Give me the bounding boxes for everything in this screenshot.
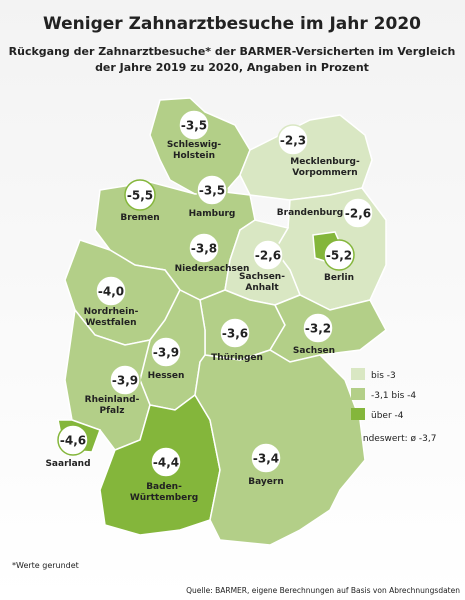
value-label: -5,5 xyxy=(127,189,153,203)
value-badge xyxy=(109,364,141,396)
state-label: Bayern xyxy=(248,477,283,487)
state-region xyxy=(149,97,251,195)
state-label-line: Württemberg xyxy=(130,493,198,503)
value-label: -3,9 xyxy=(153,346,179,360)
value-label: -5,2 xyxy=(326,249,352,263)
value-label: -2,6 xyxy=(345,207,371,221)
state-label: Baden-Württemberg xyxy=(130,482,198,503)
value-label: -3,2 xyxy=(305,322,331,336)
state-label-line: Holstein xyxy=(173,151,215,161)
footnote: *Werte gerundet xyxy=(12,561,79,570)
value-badge xyxy=(323,239,355,271)
state-label: Bremen xyxy=(120,213,159,223)
state-label-line: Thüringen xyxy=(211,353,263,363)
state-label: Niedersachsen xyxy=(175,264,250,274)
state-label: Mecklenburg-Vorpommern xyxy=(290,157,360,178)
value-label: -3,5 xyxy=(199,184,225,198)
state-label-line: Berlin xyxy=(324,273,354,283)
value-badge xyxy=(196,174,228,206)
state-label-line: Rheinland- xyxy=(85,395,140,405)
title: Weniger Zahnarztbesuche im Jahr 2020 xyxy=(43,14,421,34)
national-value: Bundeswert: ø -3,7 xyxy=(351,434,436,444)
value-label: -4,6 xyxy=(60,434,86,448)
state-label: Thüringen xyxy=(211,353,263,363)
value-badge xyxy=(277,124,309,156)
subtitle: der Jahre 2019 zu 2020, Angaben in Proze… xyxy=(95,61,369,74)
state-label-line: Nordrhein- xyxy=(84,307,139,317)
value-badge xyxy=(342,197,374,229)
state-label: Sachsen-Anhalt xyxy=(239,272,285,293)
value-label: -4,0 xyxy=(98,285,124,299)
state-label-line: Sachsen xyxy=(293,346,335,356)
value-badge xyxy=(124,179,156,211)
value-label: -3,4 xyxy=(253,452,279,466)
value-badge xyxy=(250,442,282,474)
value-badge xyxy=(178,109,210,141)
state-region xyxy=(194,349,366,546)
state-label-line: Anhalt xyxy=(245,283,279,293)
state-label-line: Saarland xyxy=(45,459,90,469)
value-label: -4,4 xyxy=(153,456,179,470)
state-region xyxy=(239,114,373,201)
value-label: -2,6 xyxy=(255,249,281,263)
value-badge xyxy=(219,317,251,349)
state-label-line: Pfalz xyxy=(100,406,125,416)
legend-swatch xyxy=(351,388,365,400)
legend-label: bis -3 xyxy=(371,371,396,381)
value-badge xyxy=(252,239,284,271)
state-label: Saarland xyxy=(45,459,90,469)
state-label: Sachsen xyxy=(293,346,335,356)
state-label: Schleswig-Holstein xyxy=(167,140,222,161)
state-label-line: Hessen xyxy=(148,371,185,381)
state-label: Brandenburg xyxy=(277,208,343,218)
value-badge xyxy=(57,424,89,456)
state-label-line: Schleswig- xyxy=(167,140,222,150)
state-label-line: Mecklenburg- xyxy=(290,157,360,167)
value-badge xyxy=(188,232,220,264)
state-label-line: Bayern xyxy=(248,477,283,487)
state-label: Nordrhein-Westfalen xyxy=(84,307,139,328)
value-badge xyxy=(95,275,127,307)
value-badge xyxy=(150,446,182,478)
source: Quelle: BARMER, eigene Berechnungen auf … xyxy=(186,586,460,595)
value-label: -3,8 xyxy=(191,242,217,256)
state-label-line: Brandenburg xyxy=(277,208,343,218)
state-label-line: Vorpommern xyxy=(292,168,357,178)
state-label: Berlin xyxy=(324,273,354,283)
state-label-line: Baden- xyxy=(146,482,182,492)
state-label-line: Westfalen xyxy=(86,318,137,328)
value-label: -3,5 xyxy=(181,119,207,133)
value-badge xyxy=(150,336,182,368)
value-badge xyxy=(302,312,334,344)
state-label-line: Sachsen- xyxy=(239,272,285,282)
value-label: -3,9 xyxy=(112,374,138,388)
value-label: -2,3 xyxy=(280,134,306,148)
state-label: Hamburg xyxy=(189,209,236,219)
state-label: Hessen xyxy=(148,371,185,381)
legend-swatch xyxy=(351,368,365,380)
state-label-line: Niedersachsen xyxy=(175,264,250,274)
legend-label: -3,1 bis -4 xyxy=(371,391,416,401)
subtitle: Rückgang der Zahnarztbesuche* der BARMER… xyxy=(9,45,456,58)
value-label: -3,6 xyxy=(222,327,248,341)
state-label-line: Bremen xyxy=(120,213,159,223)
state-label: Rheinland-Pfalz xyxy=(85,395,140,416)
legend-swatch xyxy=(351,408,365,420)
state-label-line: Hamburg xyxy=(189,209,236,219)
legend-label: über -4 xyxy=(371,411,404,421)
